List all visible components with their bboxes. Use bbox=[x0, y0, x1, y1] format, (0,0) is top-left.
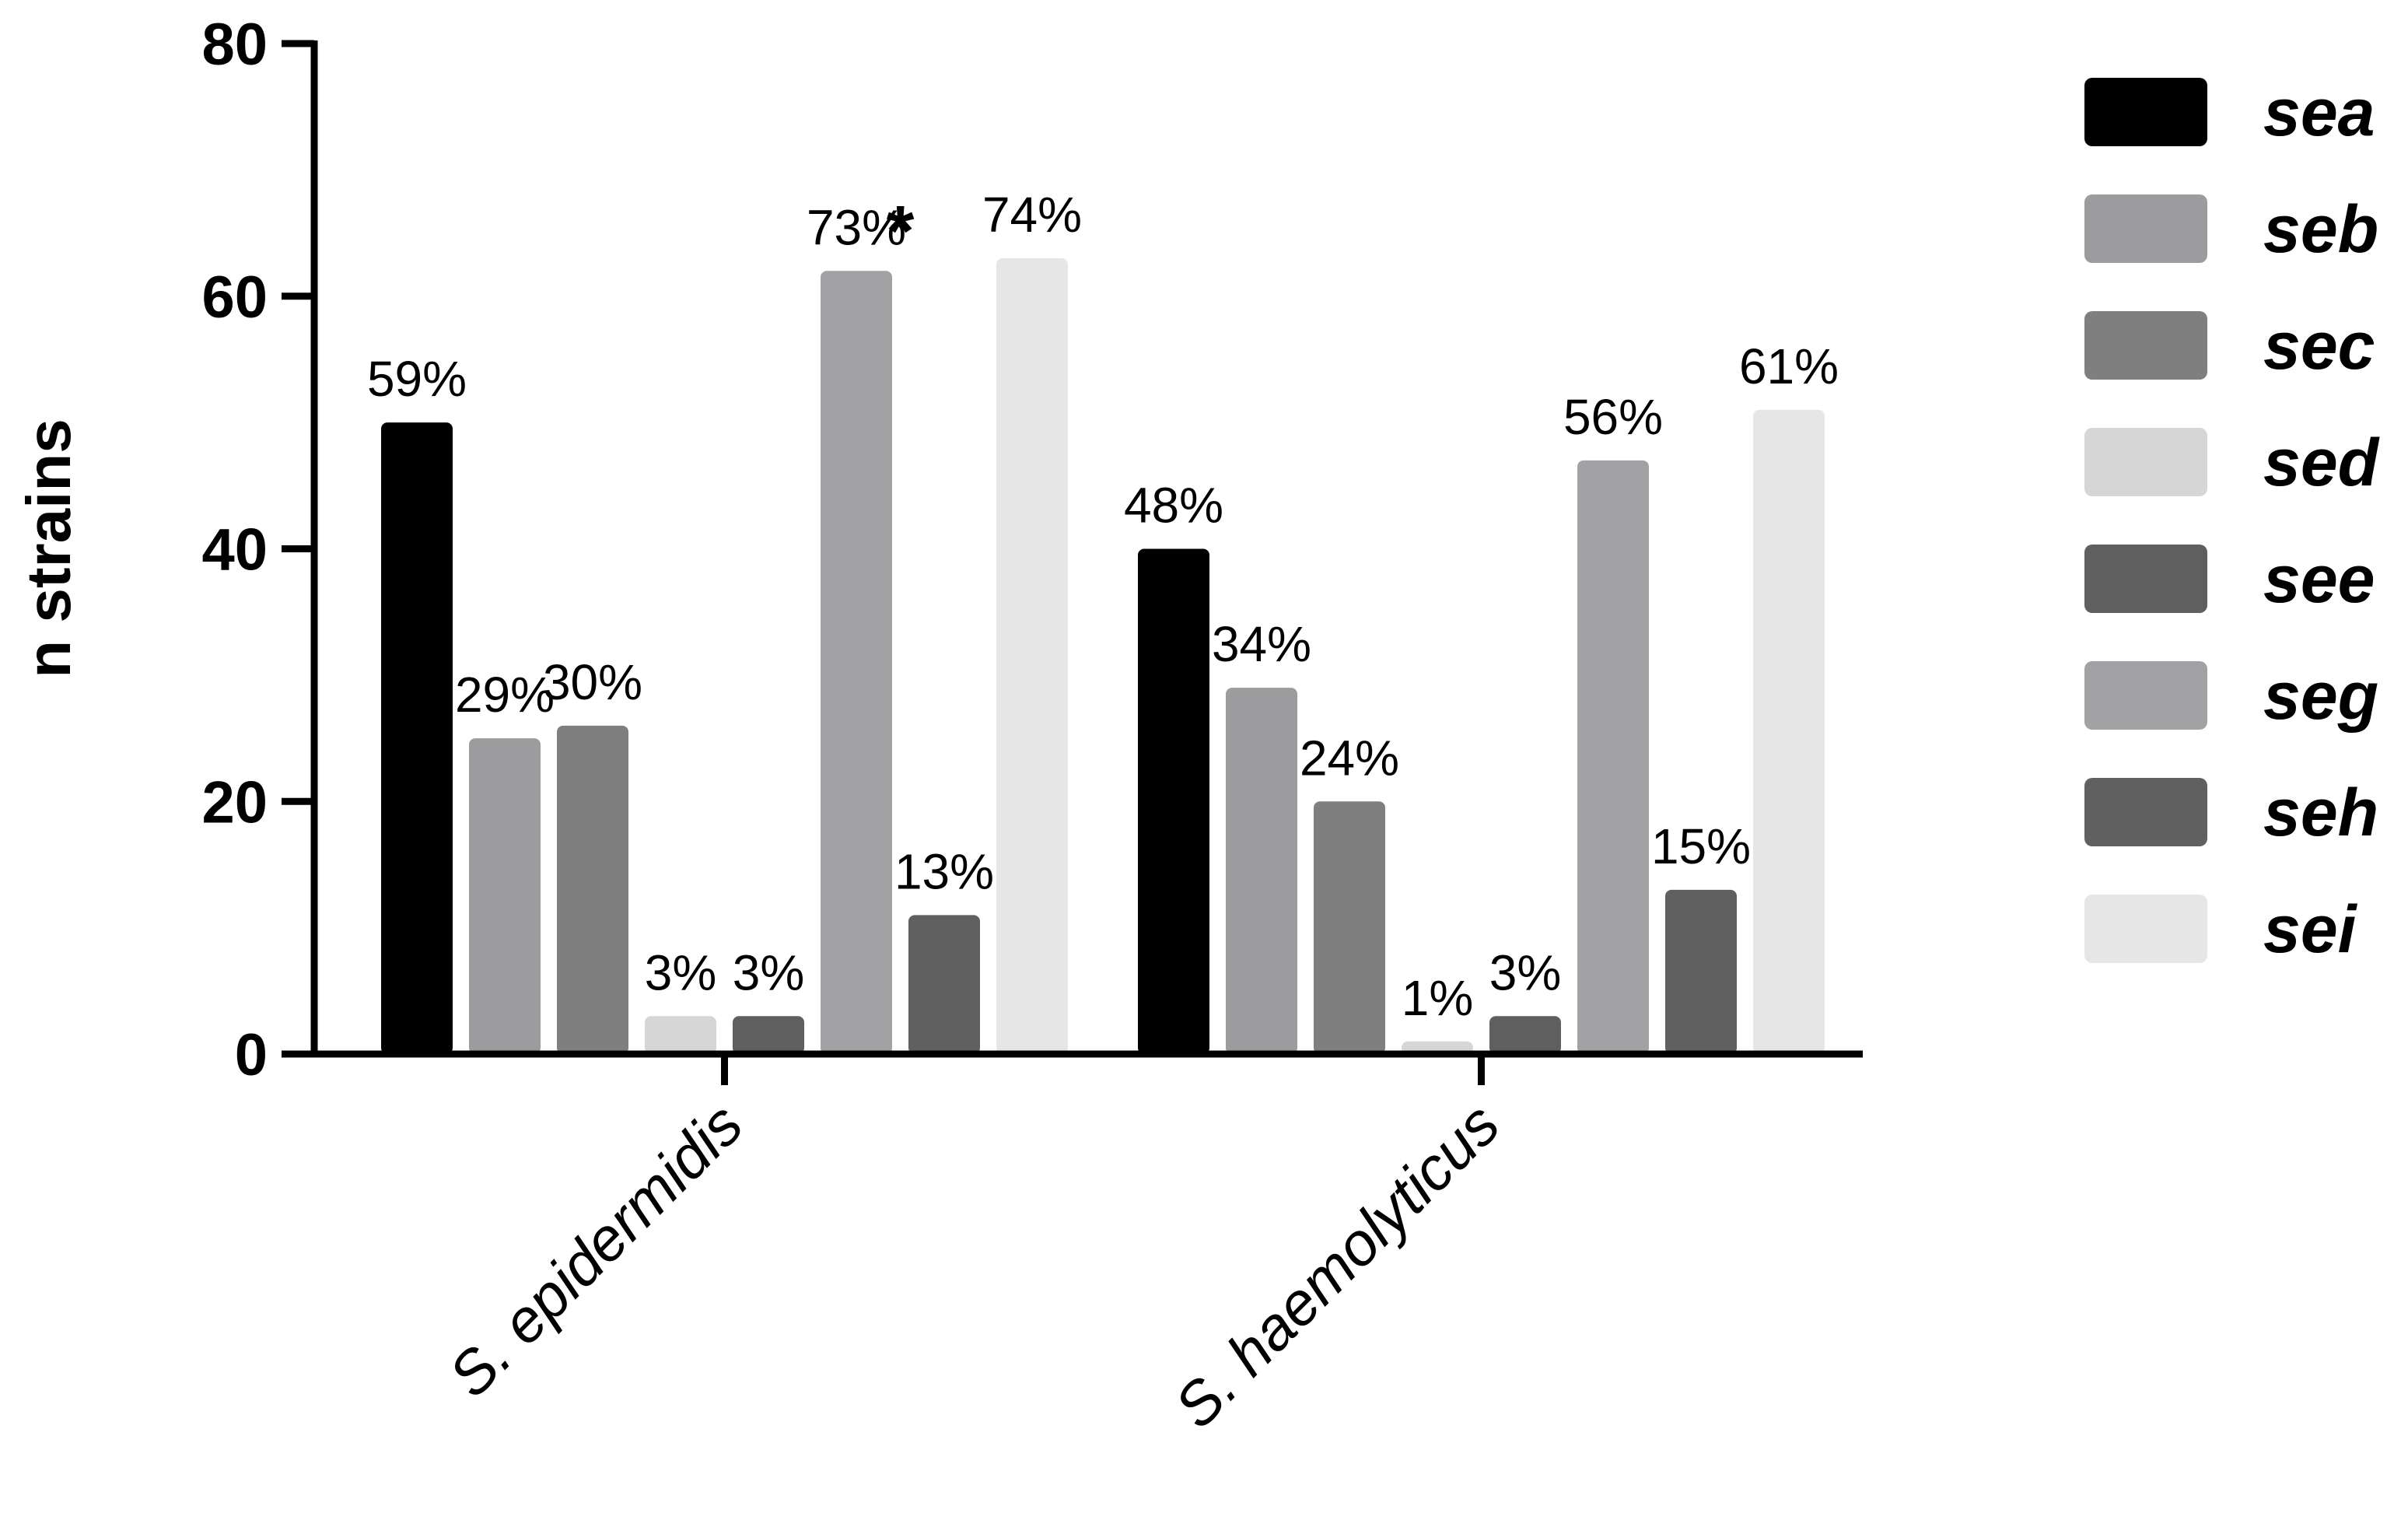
y-tick-label-80: 80 bbox=[201, 12, 268, 78]
x-tick-label-s-epidermidis: S. epidermidis bbox=[436, 1090, 756, 1410]
bar-s-haemolyticus-sei bbox=[1753, 409, 1825, 1054]
legend-item-sei: sei bbox=[2084, 892, 2358, 967]
bar-label-s-haemolyticus-seh: 15% bbox=[1651, 818, 1751, 874]
legend-swatch-sea bbox=[2084, 78, 2207, 146]
bar-s-haemolyticus-sec bbox=[1314, 801, 1385, 1054]
y-tick-label-40: 40 bbox=[201, 517, 268, 583]
bar-label-s-haemolyticus-sea: 48% bbox=[1124, 478, 1223, 534]
x-ticks: S. epidermidis S. haemolyticus bbox=[436, 1054, 1513, 1441]
legend-swatch-seh bbox=[2084, 778, 2207, 846]
bar-label-s-haemolyticus-seb: 34% bbox=[1212, 616, 1311, 672]
legend-label-seg: seg bbox=[2263, 659, 2378, 734]
bar-label-s-epidermidis-sec: 30% bbox=[543, 654, 642, 710]
bar-label-s-epidermidis-see: 3% bbox=[733, 944, 805, 1000]
bar-label-s-haemolyticus-sed: 1% bbox=[1402, 970, 1474, 1026]
bar-label-s-haemolyticus-see: 3% bbox=[1489, 944, 1562, 1000]
y-axis-label: n strains bbox=[14, 419, 83, 678]
bar-label-s-epidermidis-seg: 73% bbox=[807, 199, 906, 255]
y-tick-label-60: 60 bbox=[201, 264, 268, 331]
annotations-group: * bbox=[887, 191, 915, 271]
legend-swatch-sec bbox=[2084, 311, 2207, 380]
legend-label-see: see bbox=[2263, 542, 2375, 617]
bar-label-s-haemolyticus-seg: 56% bbox=[1563, 389, 1663, 445]
bar-s-haemolyticus-see bbox=[1489, 1016, 1561, 1054]
legend-label-sec: sec bbox=[2263, 309, 2375, 384]
bar-s-haemolyticus-seh bbox=[1665, 889, 1737, 1054]
bar-s-epidermidis-seh bbox=[908, 915, 980, 1054]
bar-label-s-epidermidis-sea: 59% bbox=[367, 351, 467, 407]
legend: sea seb sec sed see seg seh sei bbox=[2084, 75, 2380, 967]
bar-value-labels: 59% 29%30% 3% 3% 73% 13% 74% 48% 34% 24% 1% 3% 56% 15… bbox=[367, 187, 1839, 1026]
bar-label-s-epidermidis-seh: 13% bbox=[894, 843, 994, 899]
bar-s-haemolyticus-sea bbox=[1138, 548, 1209, 1054]
x-tick-label-s-haemolyticus: S. haemolyticus bbox=[1161, 1090, 1513, 1441]
legend-item-see: see bbox=[2084, 542, 2375, 617]
bar-s-epidermidis-sed bbox=[645, 1016, 716, 1054]
legend-item-seb: seb bbox=[2084, 192, 2378, 267]
legend-item-sea: sea bbox=[2084, 75, 2375, 150]
bar-label-s-epidermidis-sei: 74% bbox=[982, 187, 1082, 243]
legend-label-sed: sed bbox=[2263, 426, 2380, 500]
bar-label-s-epidermidis-sed: 3% bbox=[645, 944, 717, 1000]
legend-swatch-seb bbox=[2084, 194, 2207, 263]
y-ticks: 0 20 40 60 80 bbox=[201, 12, 314, 1088]
bar-s-haemolyticus-seb bbox=[1226, 688, 1297, 1054]
legend-label-seh: seh bbox=[2263, 776, 2378, 850]
bar-label-s-haemolyticus-sec: 24% bbox=[1300, 730, 1399, 786]
legend-item-seg: seg bbox=[2084, 659, 2378, 734]
y-tick-label-0: 0 bbox=[235, 1022, 268, 1088]
significance-marker: * bbox=[887, 191, 915, 271]
bar-s-epidermidis-see bbox=[733, 1016, 804, 1054]
bar-s-epidermidis-seb bbox=[469, 738, 541, 1054]
bar-s-epidermidis-seg bbox=[821, 271, 892, 1054]
y-tick-label-20: 20 bbox=[201, 769, 268, 835]
legend-label-sei: sei bbox=[2263, 892, 2358, 967]
legend-item-seh: seh bbox=[2084, 776, 2378, 850]
bar-label-s-epidermidis-seb: 29% bbox=[455, 667, 555, 723]
legend-label-sea: sea bbox=[2263, 75, 2375, 150]
bar-label-s-haemolyticus-sei: 61% bbox=[1739, 338, 1839, 394]
legend-item-sed: sed bbox=[2084, 426, 2380, 500]
legend-label-seb: seb bbox=[2263, 192, 2378, 267]
bar-s-epidermidis-sec bbox=[557, 725, 628, 1054]
legend-swatch-see bbox=[2084, 545, 2207, 613]
legend-swatch-sei bbox=[2084, 895, 2207, 963]
bar-s-haemolyticus-seg bbox=[1577, 460, 1649, 1054]
legend-item-sec: sec bbox=[2084, 309, 2375, 384]
bar-s-epidermidis-sei bbox=[996, 258, 1068, 1055]
legend-swatch-sed bbox=[2084, 428, 2207, 496]
legend-swatch-seg bbox=[2084, 661, 2207, 730]
bar-s-epidermidis-sea bbox=[381, 422, 453, 1054]
bars-group bbox=[381, 258, 1825, 1055]
